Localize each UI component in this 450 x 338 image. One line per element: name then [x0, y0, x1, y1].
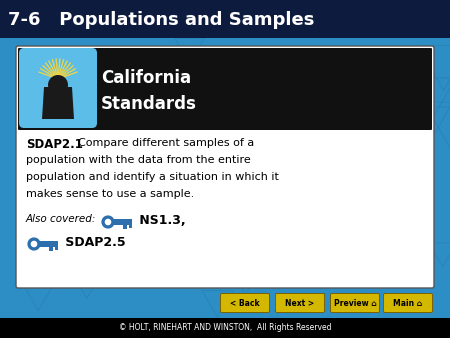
Text: SDAP2.1: SDAP2.1 — [26, 138, 83, 151]
Circle shape — [31, 241, 37, 247]
Text: population with the data from the entire: population with the data from the entire — [26, 155, 251, 165]
FancyBboxPatch shape — [0, 0, 450, 38]
Text: population and identify a situation in which it: population and identify a situation in w… — [26, 172, 279, 182]
Text: NS1.3,: NS1.3, — [135, 214, 185, 227]
Text: Standards: Standards — [101, 95, 197, 113]
Circle shape — [105, 219, 111, 225]
Polygon shape — [42, 87, 74, 119]
Polygon shape — [50, 247, 53, 250]
Circle shape — [101, 215, 115, 228]
Text: 7-6   Populations and Samples: 7-6 Populations and Samples — [8, 11, 315, 29]
Polygon shape — [123, 225, 127, 228]
Polygon shape — [55, 247, 58, 249]
Text: © HOLT, RINEHART AND WINSTON,  All Rights Reserved: © HOLT, RINEHART AND WINSTON, All Rights… — [119, 323, 331, 333]
FancyBboxPatch shape — [16, 46, 434, 288]
Text: Preview ⌂: Preview ⌂ — [333, 298, 376, 308]
Text: Next >: Next > — [285, 298, 315, 308]
FancyBboxPatch shape — [220, 293, 270, 313]
Text: California: California — [101, 69, 191, 87]
Circle shape — [48, 75, 68, 95]
Text: makes sense to use a sample.: makes sense to use a sample. — [26, 189, 194, 199]
FancyBboxPatch shape — [275, 293, 324, 313]
Circle shape — [27, 237, 40, 250]
FancyBboxPatch shape — [0, 318, 450, 338]
FancyBboxPatch shape — [18, 48, 432, 130]
Text: Compare different samples of a: Compare different samples of a — [78, 138, 254, 148]
Text: < Back: < Back — [230, 298, 260, 308]
Polygon shape — [38, 241, 58, 247]
FancyBboxPatch shape — [330, 293, 379, 313]
Text: Main ⌂: Main ⌂ — [393, 298, 423, 308]
Polygon shape — [112, 219, 132, 225]
FancyBboxPatch shape — [383, 293, 432, 313]
Text: SDAP2.5: SDAP2.5 — [61, 236, 126, 249]
Text: Also covered:: Also covered: — [26, 214, 96, 224]
Polygon shape — [129, 225, 132, 227]
FancyBboxPatch shape — [19, 48, 97, 128]
